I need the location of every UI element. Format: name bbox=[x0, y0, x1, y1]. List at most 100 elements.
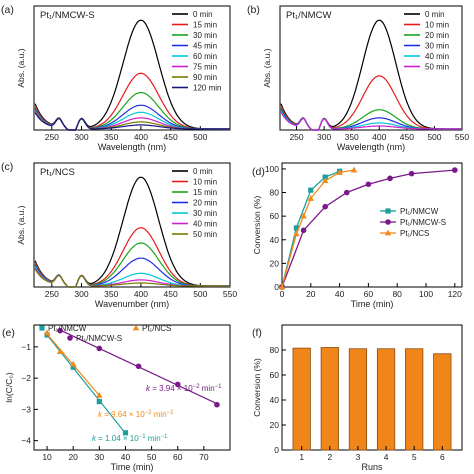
x-tick-label-e: 50 bbox=[147, 452, 157, 462]
x-tick-label-e: 70 bbox=[199, 452, 209, 462]
legend-label-a: 15 min bbox=[193, 21, 217, 30]
rate-constant-label-e-0: k = 1.04 × 10−1 min−1 bbox=[92, 434, 168, 443]
data-point-e-0 bbox=[70, 364, 76, 370]
plot-frame-d bbox=[281, 162, 463, 288]
legend-label-b: 20 min bbox=[425, 31, 449, 40]
data-point-e-1 bbox=[70, 360, 77, 367]
y-tick-label-f: 0 bbox=[274, 445, 279, 455]
legend-label-a: 30 min bbox=[193, 31, 217, 40]
sample-label-c: Pt₁/NCS bbox=[40, 167, 75, 178]
data-point-d-2 bbox=[336, 169, 343, 175]
y-tick-label-e: −1 bbox=[21, 342, 31, 352]
data-point-d-1 bbox=[408, 170, 415, 177]
plot-frame-b bbox=[279, 5, 463, 131]
legend-label-c: 40 min bbox=[193, 220, 217, 229]
data-point-d-2 bbox=[293, 230, 300, 237]
data-point-d-2 bbox=[307, 195, 314, 201]
panel-f: 0 20 40 60 80 Runs Conversion (%) 1 2 3 4 5 6 (f) bbox=[252, 324, 463, 472]
legend-label-c: 50 min bbox=[193, 230, 217, 239]
legend-marker-d bbox=[385, 208, 391, 214]
x-axis-label-a: Wavelength (nm) bbox=[98, 142, 166, 152]
x-tick-label-f: 4 bbox=[384, 452, 389, 462]
data-point-d-0 bbox=[293, 225, 299, 231]
data-point-e-2 bbox=[214, 401, 220, 408]
x-tick-label-f: 1 bbox=[299, 452, 304, 462]
panel-label-c: (c) bbox=[1, 161, 13, 173]
x-tick-label-c: 500 bbox=[193, 289, 207, 299]
sample-label-b: Pt₁/NMCW bbox=[286, 10, 331, 21]
y-tick-label-d: 60 bbox=[270, 211, 280, 221]
legend-label-a: 120 min bbox=[193, 84, 221, 93]
data-point-d-2 bbox=[322, 177, 329, 184]
x-tick-label-c: 550 bbox=[223, 289, 237, 299]
legend-label-c: 0 min bbox=[193, 167, 213, 176]
legend-label-b: 10 min bbox=[425, 21, 449, 30]
spectrum-line-c-6 bbox=[34, 268, 230, 288]
panel-e: 10 20 30 40 50 60 70 −1 −2 −3 −4 Time (min) ln(C/C₀)… bbox=[2, 324, 231, 472]
x-tick-label-c: 450 bbox=[164, 289, 178, 299]
data-point-d-1 bbox=[452, 167, 458, 173]
x-tick-label-c: 300 bbox=[74, 289, 88, 299]
sample-label-a: Pt₁/NMCW-S bbox=[40, 10, 95, 21]
x-tick-label-b: 350 bbox=[345, 132, 359, 142]
y-tick-label-e: −4 bbox=[21, 436, 31, 446]
x-tick-label-c: 250 bbox=[45, 289, 59, 299]
x-tick-label-e: 20 bbox=[68, 452, 78, 462]
bar-f-5 bbox=[433, 353, 452, 451]
spectrum-line-a-7 bbox=[34, 112, 230, 131]
x-axis-label-f: Runs bbox=[361, 462, 383, 472]
x-tick-label-d: 0 bbox=[280, 289, 285, 299]
y-tick-label-d: 80 bbox=[270, 188, 280, 198]
data-point-d-0 bbox=[322, 174, 328, 180]
legend-label-b: 40 min bbox=[425, 52, 449, 61]
legend-label-a: 60 min bbox=[193, 52, 217, 61]
spectrum-line-b-5 bbox=[280, 111, 462, 131]
rate-unit-exponent: −1 bbox=[161, 434, 169, 440]
rate-exponent: −2 bbox=[145, 410, 153, 416]
legend-label-b: 50 min bbox=[425, 63, 449, 72]
x-tick-label-a: 300 bbox=[74, 132, 88, 142]
panel-label-e: (e) bbox=[2, 327, 15, 339]
legend-marker-d bbox=[384, 229, 392, 236]
bar-f-3 bbox=[376, 348, 396, 451]
legend-label-c: 10 min bbox=[193, 178, 217, 187]
rate-unit-exponent: −1 bbox=[215, 384, 223, 390]
legend-label-c: 15 min bbox=[193, 188, 217, 197]
bar-f-1 bbox=[320, 347, 339, 451]
y-axis-label-f: Conversion (%) bbox=[252, 358, 262, 417]
rate-unit: min bbox=[152, 410, 167, 419]
data-point-e-2 bbox=[135, 363, 142, 370]
y-tick-label-f: 20 bbox=[270, 420, 280, 430]
legend-label-a: 0 min bbox=[193, 10, 213, 19]
y-tick-label-d: 40 bbox=[270, 235, 280, 245]
bar-f-0 bbox=[292, 347, 311, 451]
data-point-e-2 bbox=[57, 327, 63, 334]
y-tick-label-d: 0 bbox=[274, 282, 279, 292]
legend-label-e: Pt₁/NMCW bbox=[48, 324, 87, 333]
data-point-d-0 bbox=[308, 187, 314, 193]
y-tick-label-d: 20 bbox=[270, 258, 280, 268]
data-point-e-1 bbox=[56, 348, 64, 354]
rate-unit-exponent: −1 bbox=[167, 410, 175, 416]
x-tick-label-b: 300 bbox=[317, 132, 331, 142]
legend-marker-d bbox=[385, 219, 391, 225]
rate-exponent: −2 bbox=[193, 384, 201, 390]
rate-exponent: −1 bbox=[139, 434, 147, 440]
legend-label-c: 20 min bbox=[193, 199, 217, 208]
panel-label-f: (f) bbox=[252, 327, 262, 339]
panel-label-d: (d) bbox=[252, 166, 265, 178]
x-tick-label-a: 400 bbox=[134, 132, 148, 142]
x-tick-label-a: 500 bbox=[193, 132, 207, 142]
x-tick-label-d: 40 bbox=[335, 289, 345, 299]
y-tick-label-e: −2 bbox=[21, 373, 31, 383]
legend-label-d: Pt₁/NMCW-S bbox=[400, 218, 446, 227]
legend-label-b: 0 min bbox=[425, 10, 445, 19]
x-tick-label-e: 30 bbox=[95, 452, 105, 462]
data-point-d-1 bbox=[300, 227, 307, 234]
y-axis-label-e: ln(C/C₀) bbox=[4, 372, 14, 403]
panel-c: 250 300 350 400 450 500 550 Wavenumber (nm) Abs.… bbox=[1, 161, 237, 309]
x-axis-label-b: Wavelength (nm) bbox=[337, 142, 405, 152]
data-point-e-0 bbox=[96, 398, 102, 405]
data-point-d-1 bbox=[344, 189, 350, 196]
legend-marker-e bbox=[39, 325, 45, 331]
